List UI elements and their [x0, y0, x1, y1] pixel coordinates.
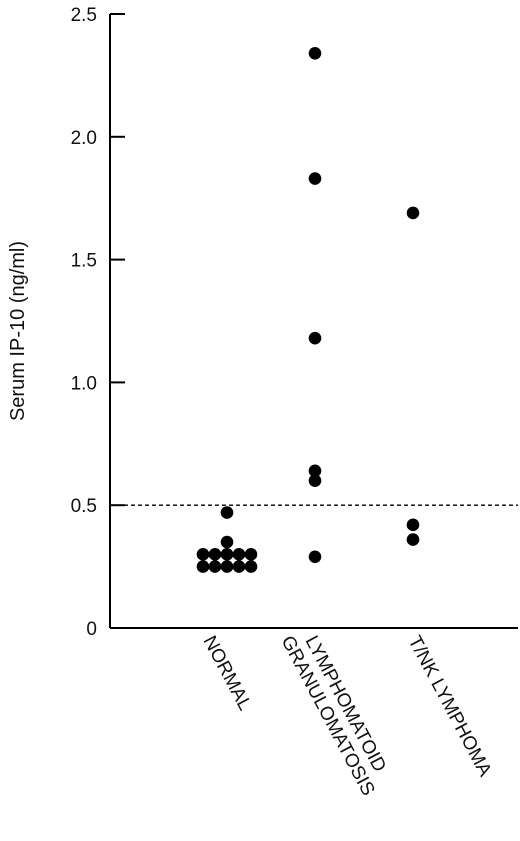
- data-point: [406, 533, 420, 546]
- axes: [109, 13, 518, 629]
- y-tick-label: 1.5: [71, 251, 97, 272]
- data-point: [232, 548, 246, 561]
- y-tick-label: 0: [86, 619, 97, 640]
- data-point: [196, 548, 210, 561]
- data-point: [308, 46, 322, 60]
- data-point: [220, 535, 234, 549]
- data-points: [196, 46, 420, 573]
- data-point: [220, 548, 234, 561]
- data-point: [244, 548, 258, 561]
- data-point: [308, 464, 322, 478]
- data-point: [308, 550, 322, 564]
- category-label: T/NK LYMPHOMA: [404, 632, 496, 780]
- data-point: [196, 560, 210, 573]
- y-tick-label: 2.0: [71, 128, 97, 149]
- data-point: [308, 331, 322, 345]
- y-tick-label: 0.5: [71, 496, 97, 517]
- data-point: [244, 560, 258, 573]
- y-tick-labels: 0 0.5 1.0 1.5 2.0 2.5: [71, 5, 97, 640]
- y-axis-title: Serum IP-10 (ng/ml): [7, 241, 29, 421]
- data-point: [208, 548, 222, 561]
- category-label: NORMAL: [199, 632, 256, 714]
- data-point: [308, 474, 322, 487]
- y-tick-label: 2.5: [71, 5, 97, 26]
- data-point: [208, 560, 222, 573]
- data-point: [406, 206, 420, 220]
- data-point: [220, 560, 234, 573]
- data-point: [220, 506, 234, 519]
- y-tick-label: 1.0: [71, 373, 97, 394]
- data-point: [406, 518, 420, 532]
- data-point: [232, 560, 246, 573]
- data-point: [308, 172, 322, 185]
